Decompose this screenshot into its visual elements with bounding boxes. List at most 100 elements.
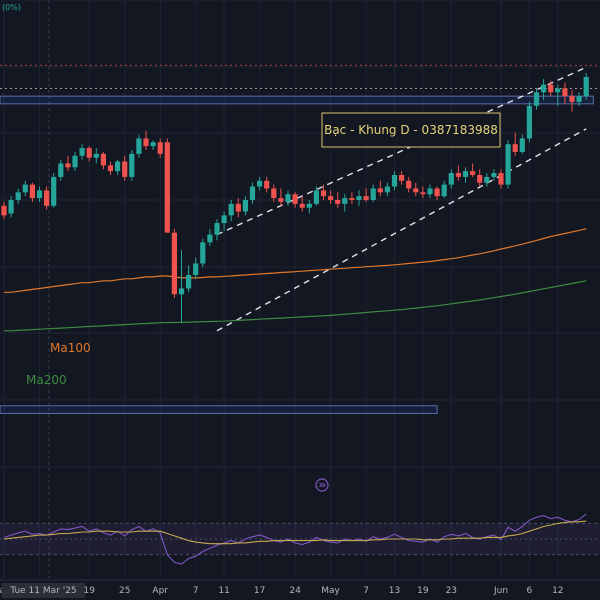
candle <box>406 176 412 193</box>
candle <box>441 180 447 199</box>
candle-body <box>349 198 355 200</box>
candle <box>342 194 348 212</box>
candle-body <box>157 142 163 154</box>
candle <box>278 188 284 206</box>
candle <box>1 201 7 220</box>
candle-body <box>328 196 334 200</box>
candle <box>257 176 263 191</box>
candle-body <box>235 203 241 212</box>
candle <box>470 163 476 177</box>
candle-body <box>541 84 547 93</box>
channel-upper-line <box>216 66 587 236</box>
candle-body <box>441 184 447 197</box>
candle <box>512 132 518 156</box>
candle <box>370 184 376 202</box>
candle <box>193 257 199 279</box>
candle <box>264 176 270 193</box>
candle-body <box>44 190 50 206</box>
x-tick-label: 25 <box>119 586 130 596</box>
candle-body <box>228 203 234 216</box>
candle-body <box>65 163 71 168</box>
candle <box>548 80 554 97</box>
candle <box>143 130 149 150</box>
candle <box>576 92 582 106</box>
candle <box>363 188 369 202</box>
candle <box>420 186 426 199</box>
candle-body <box>257 180 263 187</box>
candle <box>228 200 234 222</box>
x-tick-label: 17 <box>254 586 265 596</box>
candle <box>249 182 256 204</box>
x-tick-label: 19 <box>83 586 95 596</box>
candle-body <box>292 194 298 204</box>
candle-body <box>271 188 277 199</box>
candle-body <box>576 96 582 102</box>
candle-body <box>526 105 532 139</box>
zones-layer <box>0 95 594 414</box>
candle-body <box>455 173 461 177</box>
x-tick-label: Apr <box>152 586 168 596</box>
candle <box>335 192 341 208</box>
candle-body <box>406 180 412 189</box>
candle <box>484 173 490 187</box>
candle-body <box>1 205 7 216</box>
candle-body <box>370 188 376 200</box>
candle <box>271 184 277 202</box>
annotation-title: Bạc - Khung D - 0387183988 <box>324 123 498 137</box>
x-tick-label: Jun <box>493 586 508 596</box>
ma100-line <box>4 228 587 293</box>
x-tick-label: 24 <box>289 586 301 596</box>
candle <box>320 184 327 200</box>
rsi-ma-line <box>3 520 587 545</box>
candle <box>136 134 142 158</box>
candle <box>51 173 57 208</box>
candle <box>434 186 440 200</box>
candle <box>377 180 383 197</box>
candle-body <box>491 173 497 177</box>
candle <box>100 151 106 170</box>
candle <box>207 228 213 247</box>
candle-body <box>136 138 142 154</box>
candle <box>505 140 511 189</box>
candle <box>413 182 419 197</box>
candle-body <box>242 200 248 212</box>
candle <box>214 219 220 241</box>
candle-body <box>363 196 369 200</box>
play-circle-icon[interactable] <box>315 478 329 492</box>
channel-layer <box>216 66 587 332</box>
ma100-label: Ma100 <box>50 341 91 355</box>
candle-body <box>249 186 256 200</box>
candle-body <box>200 242 206 264</box>
candle-body <box>129 153 135 177</box>
candle <box>477 169 483 187</box>
candle <box>285 190 291 206</box>
x-tick-label: 11 <box>218 586 229 596</box>
candle-body <box>285 194 291 202</box>
candle-body <box>384 186 390 193</box>
x-tick-label: 23 <box>446 586 457 596</box>
moving-averages-layer <box>4 228 587 332</box>
candle <box>569 90 575 112</box>
candle-body <box>313 190 319 204</box>
candle-body <box>164 142 170 233</box>
annotation-box[interactable]: Bạc - Khung D - 0387183988 <box>321 112 501 148</box>
x-tick-label: 6 <box>527 586 533 596</box>
candle-body <box>171 232 177 295</box>
candle-body <box>533 92 540 106</box>
x-axis: arTue 11 Mar '251925Apr7111724May7131923… <box>0 579 600 598</box>
candle-body <box>264 180 270 189</box>
candle <box>349 192 355 204</box>
candle <box>129 150 135 181</box>
candle-body <box>51 176 57 206</box>
candle <box>157 138 163 158</box>
candle-body <box>377 188 383 193</box>
x-tick-label: Tue 11 Mar '25 <box>9 586 76 596</box>
candle-body <box>58 163 64 177</box>
candle <box>242 196 248 216</box>
candle-body <box>93 153 99 158</box>
candle-body <box>512 144 518 152</box>
candle-body <box>115 161 121 172</box>
candle <box>115 159 121 175</box>
candle-body <box>36 190 43 199</box>
